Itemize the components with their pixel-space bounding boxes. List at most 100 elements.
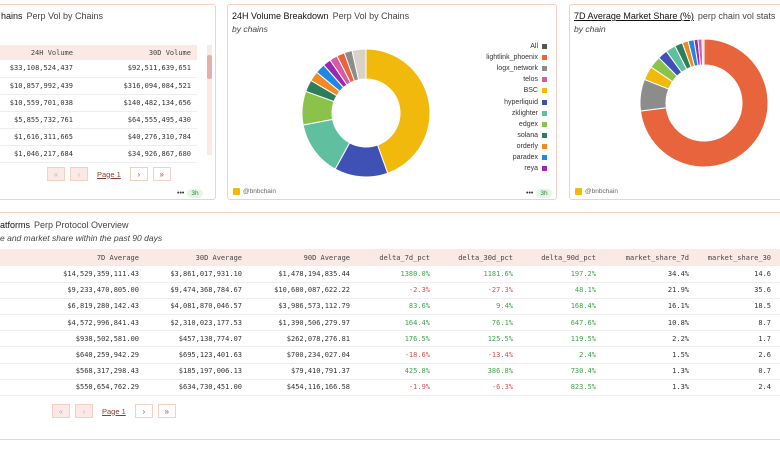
table-scrollbar[interactable]	[207, 45, 212, 155]
table-cell: $185,197,006.13	[148, 363, 251, 380]
table-row[interactable]: $550,654,762.29 $634,730,451.00 $454,116,1…	[0, 379, 780, 397]
table-row[interactable]: $10,559,701,038 $140,482,134,656	[0, 94, 197, 112]
more-options-icon[interactable]: •••	[177, 190, 185, 197]
market-share-donut-chart[interactable]	[634, 39, 774, 179]
table-row[interactable]: $640,259,942.29 $695,123,401.63 $700,234,0…	[0, 346, 780, 364]
bnb-logo-icon	[233, 188, 240, 195]
table-cell: -2.3%	[359, 282, 439, 299]
table-cell: 176.5%	[359, 330, 439, 348]
legend-swatch	[542, 77, 547, 83]
table-row[interactable]: $33,108,524,437 $92,511,639,651	[0, 60, 197, 78]
col-header[interactable]: delta_30d_pct	[439, 249, 522, 266]
volume-donut-chart[interactable]	[286, 37, 446, 197]
cell-24h-volume: $10,559,701,038	[0, 94, 79, 112]
panel-title-sub: Perp Vol by Chains	[26, 11, 104, 21]
table-cell: 2.4%	[522, 346, 605, 364]
legend-item[interactable]: orderly	[486, 141, 547, 152]
legend-item[interactable]: zklighter	[486, 108, 547, 119]
legend-item[interactable]: logx_network	[486, 63, 547, 74]
table-cell: $9,233,470,805.00	[0, 282, 148, 299]
legend-item[interactable]: solana	[486, 130, 547, 141]
table-cell: 2.2%	[605, 330, 698, 348]
table-row[interactable]: $1,616,311,665 $40,276,310,784	[0, 128, 197, 146]
table-cell: 35.6	[698, 282, 780, 299]
table-cell: 1.5%	[605, 346, 698, 364]
last-page-button[interactable]: »	[157, 404, 176, 418]
table-cell: 125.5%	[439, 330, 522, 348]
table-cell: $1,478,194,835.44	[251, 266, 359, 283]
more-options-icon[interactable]: •••	[526, 190, 534, 197]
first-page-button[interactable]: «	[47, 167, 65, 181]
cell-24h-volume: $5,855,732,761	[0, 111, 79, 129]
legend-item[interactable]: BSC	[486, 85, 547, 96]
cell-30d-volume: $40,276,310,784	[79, 128, 197, 146]
volume-breakdown-panel: 24H Volume Breakdown Perp Vol by Chains b…	[227, 4, 557, 200]
pie-slice-bsc[interactable]	[365, 48, 431, 174]
col-header[interactable]: delta_90d_pct	[522, 249, 605, 266]
scrollbar-thumb[interactable]	[207, 55, 212, 79]
legend-label: BSC	[523, 87, 538, 95]
panel-footer: ••• 3h	[177, 189, 203, 198]
next-page-button[interactable]: ›	[134, 404, 153, 418]
panel-footer: ••• 3h	[526, 189, 552, 198]
legend-swatch	[542, 143, 547, 149]
refresh-time-badge: 3h	[536, 189, 552, 198]
col-header[interactable]: 30D Average	[148, 249, 251, 266]
table-row[interactable]: $9,233,470,805.00 $9,474,368,784.67 $10,68…	[0, 282, 780, 299]
table-cell: 730.4%	[522, 363, 605, 380]
legend-item[interactable]: hyperliquid	[486, 96, 547, 107]
legend-item[interactable]: edgex	[486, 119, 547, 130]
first-page-button[interactable]: «	[52, 404, 70, 418]
legend-label: logx_network	[496, 65, 538, 73]
page-indicator[interactable]: Page 1	[93, 167, 125, 181]
col-header[interactable]: delta_7d_pct	[359, 249, 439, 266]
table-row[interactable]: $1,046,217,684 $34,926,867,680	[0, 145, 197, 163]
table-cell: $14,529,359,111.43	[0, 266, 148, 283]
table-cell: -18.6%	[359, 346, 439, 364]
panel-title: hains Perp Vol by Chains	[1, 11, 104, 21]
col-30d-volume[interactable]: 30D Volume	[79, 45, 197, 60]
next-page-button[interactable]: ›	[129, 167, 148, 181]
last-page-button[interactable]: »	[152, 167, 171, 181]
col-header[interactable]: market_share_30	[698, 249, 780, 266]
table-row[interactable]: $14,529,359,111.43 $3,861,017,931.10 $1,47…	[0, 266, 780, 283]
table-cell: 1181.6%	[439, 266, 522, 283]
table-cell: 83.6%	[359, 298, 439, 316]
table-cell: 823.5%	[522, 379, 605, 397]
legend-item[interactable]: telos	[486, 74, 547, 85]
table-cell: 386.8%	[439, 363, 522, 380]
table-row[interactable]: $938,502,581.00 $457,138,774.07 $262,078,2…	[0, 330, 780, 348]
legend-label: All	[530, 43, 538, 51]
table-cell: $4,081,870,046.57	[148, 298, 251, 316]
table-cell: 76.1%	[439, 314, 522, 332]
table-cell: 425.8%	[359, 363, 439, 380]
prev-page-button[interactable]: ‹	[70, 167, 88, 181]
col-header[interactable]: 90D Average	[251, 249, 359, 266]
page-indicator[interactable]: Page 1	[98, 404, 130, 418]
cell-24h-volume: $10,857,992,439	[0, 77, 79, 95]
legend-item[interactable]: All	[486, 41, 547, 52]
table-row[interactable]: $10,857,992,439 $316,094,084,521	[0, 77, 197, 95]
table-cell: 1380.0%	[359, 266, 439, 283]
pie-slice-all[interactable]	[351, 48, 367, 81]
table-cell: $568,317,298.43	[0, 363, 148, 380]
table-row[interactable]: $568,317,298.43 $185,197,006.13 $79,410,79…	[0, 363, 780, 380]
market-share-panel: 7D Average Market Share (%) perp chain vo…	[569, 4, 780, 200]
legend-item[interactable]: lightlink_phoenix	[486, 52, 547, 63]
pie-slice-lightlink-phoenix[interactable]	[639, 39, 769, 168]
table-row[interactable]: $5,855,732,761 $64,555,495,430	[0, 111, 197, 129]
col-24h-volume[interactable]: 24H Volume	[0, 45, 79, 60]
table-cell: $640,259,942.29	[0, 346, 148, 364]
col-header[interactable]: market_share_7d	[605, 249, 698, 266]
pie-slice-all[interactable]	[701, 39, 705, 66]
legend-item[interactable]: reya	[486, 163, 547, 174]
prev-page-button[interactable]: ‹	[75, 404, 93, 418]
table-row[interactable]: $4,572,996,841.43 $2,310,023,177.53 $1,390…	[0, 314, 780, 332]
chart-legend: All lightlink_phoenix logx_network telos BSC…	[486, 41, 547, 174]
legend-item[interactable]: paradex	[486, 152, 547, 163]
col-header[interactable]: 7D Average	[0, 249, 148, 266]
table-cell: 1.3%	[605, 363, 698, 380]
table-row[interactable]: $6,819,280,142.43 $4,081,870,046.57 $3,986…	[0, 298, 780, 316]
refresh-time-badge: 3h	[187, 189, 203, 198]
chain-volume-table: 24H Volume 30D Volume $33,108,524,437 $92…	[0, 45, 197, 163]
